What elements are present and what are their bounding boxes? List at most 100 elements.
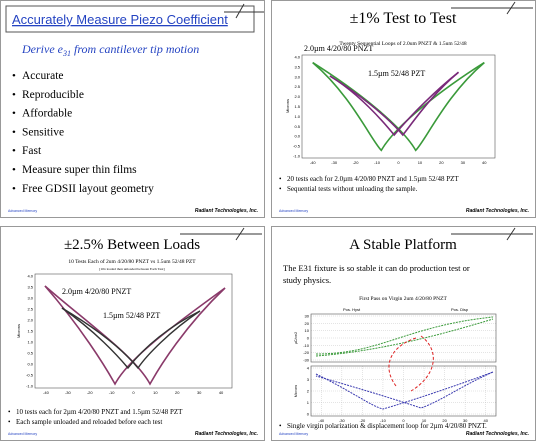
plot-label: Pos. Disp (451, 307, 469, 312)
x-tick-label: 0 (132, 390, 135, 395)
y-tick-label: 2.0 (27, 318, 33, 323)
curve (329, 71, 459, 137)
curve-label: 1.5µm 52/48 PZT (368, 69, 425, 78)
x-tick-label: -40 (43, 390, 50, 395)
slide: Free GDSII layout geometry • Measure super… (0, 0, 265, 218)
chart-title: First Pass on Virgin 2um 4/20/80 PNZT (359, 296, 447, 302)
x-tick-label: -30 (65, 390, 72, 395)
y-tick-label: -10 (303, 343, 310, 348)
bullet-dot: • (12, 183, 16, 195)
subtitle: Derive e31 from cantilever tip motion (21, 42, 199, 58)
footer-right: Radiant Technologies, Inc. (466, 431, 529, 437)
x-tick-label: 40 (483, 418, 488, 423)
arrow (388, 337, 417, 387)
footer-left: Advanced Memory (279, 209, 308, 213)
x-tick-label: -30 (331, 160, 338, 165)
bullet: Sensitive (22, 126, 64, 138)
y-tick-label: 2.5 (294, 84, 300, 89)
bullet: Affordable (22, 108, 72, 120)
footer-left: Advanced Memory (8, 432, 37, 436)
y-tick-label: 0 (307, 412, 310, 417)
curve (61, 307, 201, 370)
plot-frame (301, 54, 496, 159)
slide-title: ±2.5% Between Loads (64, 237, 200, 253)
plot-frame (310, 313, 497, 363)
x-tick-label: 0 (397, 160, 400, 165)
title-box (5, 5, 255, 33)
bullet: Each sample unloaded and reloaded before… (16, 418, 162, 426)
bullet-dot: • (12, 126, 16, 138)
y-tick-label: 0.0 (294, 134, 300, 139)
bullet-dot: • (12, 70, 16, 82)
subtitle-sym: e (58, 42, 64, 56)
y-axis-label: µC/cm2 (294, 332, 298, 344)
y-tick-label: 3.5 (27, 285, 33, 290)
plot-frame (34, 273, 233, 389)
footer-left: Advanced Memory (8, 209, 37, 213)
y-tick-label: 3.0 (27, 296, 33, 301)
bullet: 10 tests each for 2µm 4/20/80 PNZT and 1… (16, 408, 183, 416)
bullet-dot: • (12, 89, 16, 101)
x-tick-label: 20 (439, 160, 444, 165)
curve (315, 318, 494, 357)
y-tick-label: 0 (307, 336, 310, 341)
curve-label: 2.0µm 4/20/80 PNZT (304, 44, 373, 53)
bullet-dot: • (8, 418, 11, 426)
y-tick-label: 1.5 (294, 104, 300, 109)
bullet: Measure super thin films (22, 164, 137, 176)
curve (312, 61, 485, 152)
footer-left: Advanced Memory (279, 432, 308, 436)
x-tick-label: 10 (153, 390, 158, 395)
x-tick-label: -20 (353, 160, 360, 165)
x-tick-label: 20 (442, 418, 447, 423)
slide-frame (271, 0, 536, 218)
bullet: Single virgin polarization & displacemen… (287, 422, 487, 430)
bullet-dot: • (279, 185, 282, 193)
y-tick-label: 1.0 (27, 340, 33, 345)
subtitle-pre: Derive (21, 42, 58, 56)
footer-right: Radiant Technologies, Inc. (195, 208, 258, 214)
y-tick-label: 1.5 (27, 329, 33, 334)
y-tick-label: 30 (305, 314, 310, 319)
x-tick-label: -10 (374, 160, 381, 165)
chart-subtitle: [10x loaded then unloaded between Each T… (99, 267, 164, 271)
y-tick-label: 0.5 (294, 124, 300, 129)
y-tick-label: 2.5 (27, 307, 33, 312)
curve (315, 371, 494, 410)
slide-frame (0, 226, 265, 441)
slide-frame (0, 0, 265, 218)
slide: 1.5µm 52/48 PZT 2.0µm 4/20/80 PNZT Microns… (271, 0, 536, 218)
curve (315, 371, 494, 409)
x-tick-label: -20 (359, 418, 366, 423)
body-text: study physics. (283, 275, 331, 285)
y-tick-label: 10 (305, 328, 310, 333)
y-tick-label: 4.0 (294, 55, 300, 60)
chart-title: Twenty Sequential Loops of 2.0um PNZT & … (339, 40, 466, 47)
y-tick-label: -1.0 (293, 154, 301, 159)
x-tick-label: -20 (87, 390, 94, 395)
bullet-dot: • (279, 175, 282, 183)
x-tick-label: 10 (422, 418, 427, 423)
slide-title: Accurately Measure Piezo Coefficient (12, 12, 228, 27)
curve (315, 316, 494, 355)
y-tick-label: 3.0 (294, 74, 300, 79)
y-tick-label: 1.0 (294, 114, 300, 119)
y-tick-label: -0.5 (293, 144, 301, 149)
bullet: Fast (22, 145, 42, 157)
x-tick-label: -10 (380, 418, 387, 423)
y-axis-label: Microns (294, 385, 298, 398)
y-tick-label: 2.0 (294, 94, 300, 99)
x-tick-label: 30 (461, 160, 466, 165)
slide: Pos. Disp Pos. Hyst Microns µC/cm2 0 1 2 3 4 40 30… (271, 226, 536, 441)
y-tick-label: 0.0 (27, 362, 33, 367)
slide-title: ±1% Test to Test (350, 10, 457, 27)
footer-right: Radiant Technologies, Inc. (195, 431, 258, 437)
x-tick-label: -40 (318, 418, 325, 423)
x-tick-label: -40 (310, 160, 317, 165)
curve-label: 2.0µm 4/20/80 PNZT (62, 287, 131, 296)
subtitle-post: from cantilever tip motion (71, 42, 199, 56)
curve-label: 1.5µm 52/48 PZT (103, 311, 160, 320)
x-tick-label: 40 (482, 160, 487, 165)
x-tick-label: 40 (219, 390, 224, 395)
y-tick-label: 4.0 (27, 274, 33, 279)
